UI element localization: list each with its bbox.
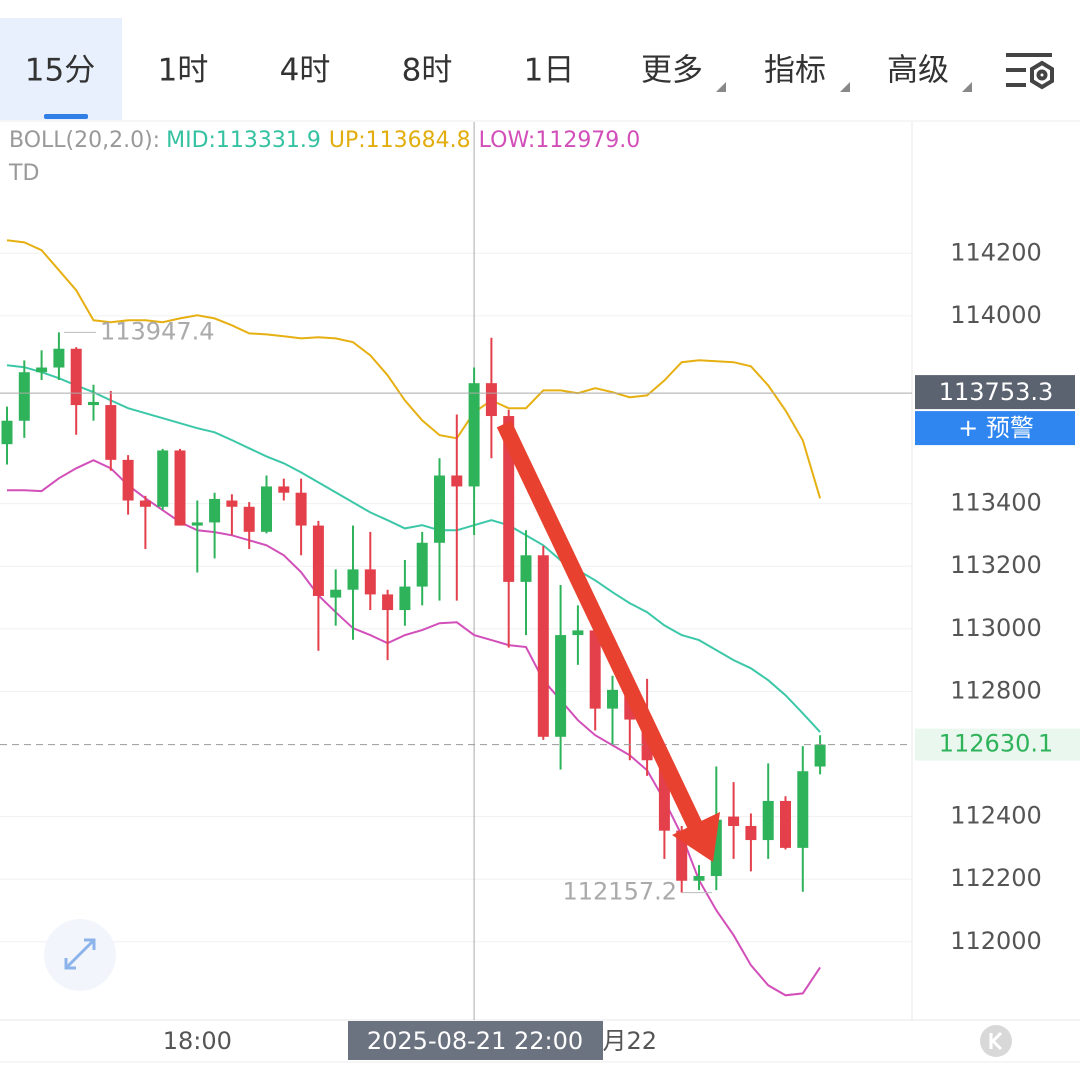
candle-body: [693, 876, 705, 881]
candle-body: [451, 475, 463, 487]
candle-body: [139, 500, 151, 507]
indicator-mid: MID:113331.9: [166, 128, 321, 153]
crosshair-price-tag: [915, 375, 1075, 410]
y-tick-label: 113200: [950, 551, 1042, 579]
tab[interactable]: 1时: [158, 53, 209, 89]
candle-body: [468, 383, 480, 487]
tab[interactable]: 指标: [764, 53, 826, 89]
candle-body: [122, 459, 134, 501]
settings-icon[interactable]: [1006, 53, 1054, 90]
dropdown-triangles: [716, 82, 972, 92]
tab[interactable]: 高级: [887, 53, 949, 89]
tab[interactable]: 15分: [25, 53, 95, 89]
annotation-arrowhead: [672, 812, 720, 862]
y-tick-label: 112000: [950, 927, 1042, 955]
alert-button-text[interactable]: + 预警: [958, 414, 1034, 442]
active-tab-bg: [0, 18, 122, 120]
candle-body: [174, 450, 186, 526]
candle-body: [312, 525, 324, 596]
high-label: 113947.4: [100, 317, 215, 345]
candle-body: [814, 744, 826, 767]
candle-body: [728, 816, 740, 826]
indicator-legend: BOLL(20,2.0): MID:113331.9 UP:113684.8 LOW:…: [9, 128, 640, 153]
k-button[interactable]: [980, 1025, 1012, 1057]
active-tab-underline: [44, 114, 88, 119]
tab[interactable]: 1日: [524, 53, 575, 89]
sub-indicator: TD: [8, 161, 39, 186]
y-tick-label: 114000: [950, 301, 1042, 329]
candle-body: [607, 689, 618, 709]
y-tick-label: 114200: [950, 238, 1042, 266]
candle-body: [537, 555, 549, 737]
alert-button[interactable]: [915, 411, 1075, 446]
candle-body: [710, 819, 722, 877]
candle-body: [572, 630, 584, 636]
candle-body: [658, 760, 670, 831]
candle-body: [485, 383, 497, 417]
candle-body: [53, 348, 65, 368]
band-mid: [6, 364, 821, 733]
x-tick-label: 18:00: [163, 1027, 232, 1055]
y-tick-label: 113400: [950, 489, 1042, 517]
indicator-name: BOLL(20,2.0):: [9, 128, 160, 153]
candle-body: [1, 420, 13, 445]
candle-body: [261, 486, 272, 532]
candle-body: [347, 569, 359, 590]
plot: 113947.4 112157.2: [0, 122, 912, 1020]
candle-body: [157, 450, 169, 507]
candle-body: [191, 522, 203, 526]
x-tick-label: 月22: [603, 1027, 658, 1055]
candle-body: [278, 486, 290, 493]
candle-body: [88, 401, 99, 406]
candle-body: [330, 589, 342, 598]
y-tick-label: 112800: [950, 676, 1042, 704]
candle-body: [226, 500, 238, 507]
indicator-low: LOW:112979.0: [479, 128, 641, 153]
timeframe-tabs: 15分 1时 4时 8时 1日 更多 指标 高级: [25, 53, 949, 89]
candle-body: [295, 492, 307, 526]
candle-body: [36, 367, 48, 373]
y-tick-label: 112200: [950, 864, 1042, 892]
low-label: 112157.2: [562, 878, 677, 906]
candle-body: [745, 825, 757, 841]
annotation-arrow: [496, 420, 708, 840]
candle-body: [797, 771, 809, 848]
band-up: [6, 239, 822, 499]
candle-body: [434, 475, 445, 543]
y-tick-label: 113000: [950, 614, 1042, 642]
candle-body: [676, 830, 688, 881]
tab[interactable]: 更多: [641, 53, 703, 89]
candle-body: [70, 348, 82, 406]
candle-body: [780, 800, 791, 848]
candle-body: [762, 800, 774, 841]
candle-body: [364, 569, 376, 595]
expand-button[interactable]: [44, 919, 116, 991]
last-price-text: 112630.1: [939, 730, 1054, 758]
candle-body: [399, 586, 411, 611]
candle-body: [105, 405, 117, 460]
last-price-tag: [915, 728, 1080, 761]
candle-body: [589, 630, 601, 709]
candle-body: [209, 498, 221, 523]
candle-body: [503, 416, 515, 582]
candle-body: [520, 555, 532, 582]
crosshair-time-tag: [348, 1021, 603, 1060]
crosshair-price-text: 113753.3: [939, 378, 1054, 406]
crosshair-time-text: 2025-08-21 22:00: [367, 1027, 583, 1055]
candle-body: [243, 506, 255, 532]
candle-body: [555, 635, 567, 737]
indicator-up: UP:113684.8: [329, 128, 471, 153]
candle-body: [382, 594, 394, 611]
candle-body: [416, 542, 428, 587]
y-tick-label: 112400: [950, 802, 1042, 830]
tab[interactable]: 8时: [402, 53, 453, 89]
tab[interactable]: 4时: [280, 53, 331, 89]
candle-body: [18, 372, 30, 421]
